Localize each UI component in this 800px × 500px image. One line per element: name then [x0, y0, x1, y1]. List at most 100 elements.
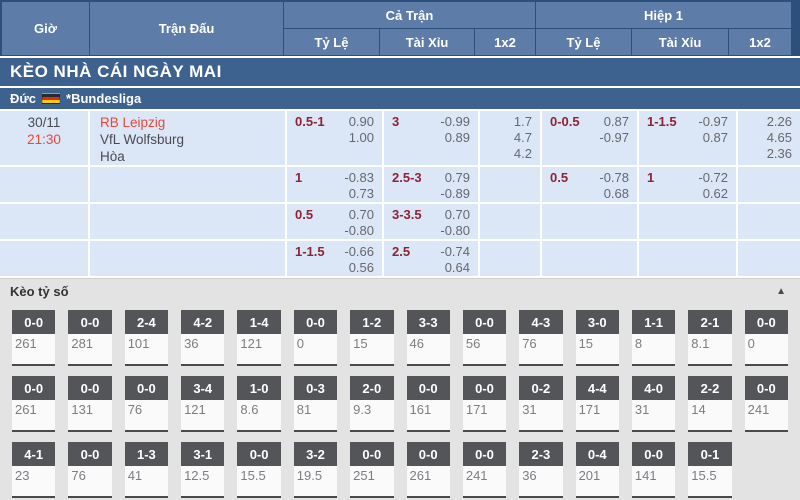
score-bet[interactable]: 0-0 76	[124, 376, 169, 432]
score-value[interactable]: 76	[519, 334, 563, 366]
score-value[interactable]: 241	[744, 400, 788, 432]
score-bet[interactable]: 0-0 141	[631, 442, 676, 498]
odds-value[interactable]: 0.70	[444, 207, 470, 222]
score-chip[interactable]: 4-0	[631, 376, 676, 400]
score-value[interactable]: 31	[519, 400, 563, 432]
score-chip[interactable]: 0-0	[68, 310, 112, 334]
score-chip[interactable]: 0-0	[68, 442, 112, 466]
score-chip[interactable]: 0-0	[744, 376, 788, 400]
score-chip[interactable]: 2-1	[688, 310, 732, 334]
score-chip[interactable]: 0-0	[350, 442, 394, 466]
score-bet[interactable]: 0-0 0	[744, 310, 788, 366]
odds-value[interactable]: 0.70	[348, 207, 374, 222]
score-chip[interactable]: 3-2	[293, 442, 338, 466]
odds-value[interactable]: 0.79	[444, 170, 470, 185]
score-bet[interactable]: 2-3 36	[519, 442, 563, 498]
score-chip[interactable]: 0-4	[575, 442, 619, 466]
score-bet[interactable]: 4-4 171	[575, 376, 619, 432]
odds-value[interactable]: -0.80	[344, 223, 374, 238]
odds-value[interactable]: -0.99	[440, 114, 470, 129]
score-chip[interactable]: 0-2	[519, 376, 563, 400]
home-team[interactable]: RB Leipzig	[100, 115, 166, 130]
match-teams-cell[interactable]: RB Leipzig VfL Wolfsburg Hòa	[90, 111, 285, 165]
odds-value[interactable]: -0.97	[599, 130, 629, 145]
odds-value[interactable]: 0.87	[603, 114, 629, 129]
score-chip[interactable]: 0-0	[406, 376, 450, 400]
score-value[interactable]: 121	[181, 400, 225, 432]
1x2-value[interactable]: 4.65	[766, 130, 792, 145]
score-value[interactable]: 36	[181, 334, 225, 366]
score-bet[interactable]: 4-3 76	[519, 310, 563, 366]
score-value[interactable]: 15	[575, 334, 619, 366]
score-bet[interactable]: 3-1 12.5	[181, 442, 225, 498]
odds-value[interactable]: -0.66	[344, 244, 374, 259]
score-chip[interactable]: 2-4	[124, 310, 169, 334]
score-chip[interactable]: 3-3	[406, 310, 450, 334]
score-chip[interactable]: 3-1	[181, 442, 225, 466]
score-bet[interactable]: 0-4 201	[575, 442, 619, 498]
score-bet[interactable]: 0-0 281	[68, 310, 112, 366]
score-chip[interactable]: 0-0	[293, 310, 338, 334]
score-chip[interactable]: 0-0	[631, 442, 676, 466]
score-value[interactable]: 8.1	[688, 334, 732, 366]
odds-value[interactable]: 0.64	[444, 260, 470, 275]
score-value[interactable]: 56	[462, 334, 507, 366]
score-value[interactable]: 36	[519, 466, 563, 498]
score-value[interactable]: 0	[293, 334, 338, 366]
score-value[interactable]: 15.5	[237, 466, 281, 498]
score-value[interactable]: 241	[462, 466, 507, 498]
score-value[interactable]: 161	[406, 400, 450, 432]
score-chip[interactable]: 0-0	[462, 376, 507, 400]
score-chip[interactable]: 0-0	[68, 376, 112, 400]
odds-value[interactable]: 0.68	[603, 186, 629, 201]
score-bet[interactable]: 4-0 31	[631, 376, 676, 432]
score-value[interactable]: 76	[68, 466, 112, 498]
odds-value[interactable]: 1.00	[348, 130, 374, 145]
score-value[interactable]: 31	[631, 400, 676, 432]
score-chip[interactable]: 2-2	[688, 376, 732, 400]
score-bet[interactable]: 0-0 241	[462, 442, 507, 498]
score-value[interactable]: 261	[12, 334, 56, 366]
score-bet[interactable]: 0-0 261	[406, 442, 450, 498]
score-value[interactable]: 23	[12, 466, 56, 498]
odds-value[interactable]: -0.97	[698, 114, 728, 129]
score-value[interactable]: 46	[406, 334, 450, 366]
score-value[interactable]: 15	[350, 334, 394, 366]
score-bet[interactable]: 0-0 261	[12, 376, 56, 432]
score-bet[interactable]: 3-4 121	[181, 376, 225, 432]
score-bet[interactable]: 2-1 8.1	[688, 310, 732, 366]
score-value[interactable]: 171	[575, 400, 619, 432]
score-bet[interactable]: 1-4 121	[237, 310, 281, 366]
1x2-value[interactable]: 4.2	[513, 146, 532, 161]
score-bet[interactable]: 0-0 161	[406, 376, 450, 432]
odds-value[interactable]: -0.83	[344, 170, 374, 185]
score-value[interactable]: 201	[575, 466, 619, 498]
score-bet[interactable]: 0-0 251	[350, 442, 394, 498]
score-bet[interactable]: 3-0 15	[575, 310, 619, 366]
score-bet[interactable]: 2-0 9.3	[350, 376, 394, 432]
score-chip[interactable]: 0-0	[462, 442, 507, 466]
score-bet[interactable]: 0-0 0	[293, 310, 338, 366]
score-chip[interactable]: 4-2	[181, 310, 225, 334]
score-chip[interactable]: 0-0	[124, 376, 169, 400]
odds-value[interactable]: 0.90	[348, 114, 374, 129]
score-chip[interactable]: 2-0	[350, 376, 394, 400]
score-value[interactable]: 261	[406, 466, 450, 498]
away-team[interactable]: VfL Wolfsburg	[100, 132, 185, 147]
score-value[interactable]: 76	[124, 400, 169, 432]
score-bet[interactable]: 0-0 241	[744, 376, 788, 432]
score-chip[interactable]: 1-1	[631, 310, 676, 334]
score-chip[interactable]: 2-3	[519, 442, 563, 466]
score-bet[interactable]: 1-0 8.6	[237, 376, 281, 432]
score-chip[interactable]: 4-1	[12, 442, 56, 466]
odds-value[interactable]: -0.89	[440, 186, 470, 201]
odds-value[interactable]: 0.62	[702, 186, 728, 201]
score-bet[interactable]: 4-2 36	[181, 310, 225, 366]
score-bet[interactable]: 0-1 15.5	[688, 442, 732, 498]
score-bet[interactable]: 2-2 14	[688, 376, 732, 432]
score-chip[interactable]: 4-3	[519, 310, 563, 334]
score-chip[interactable]: 0-0	[12, 376, 56, 400]
score-bet[interactable]: 0-0 15.5	[237, 442, 281, 498]
score-value[interactable]: 261	[12, 400, 56, 432]
score-chip[interactable]: 0-3	[293, 376, 338, 400]
